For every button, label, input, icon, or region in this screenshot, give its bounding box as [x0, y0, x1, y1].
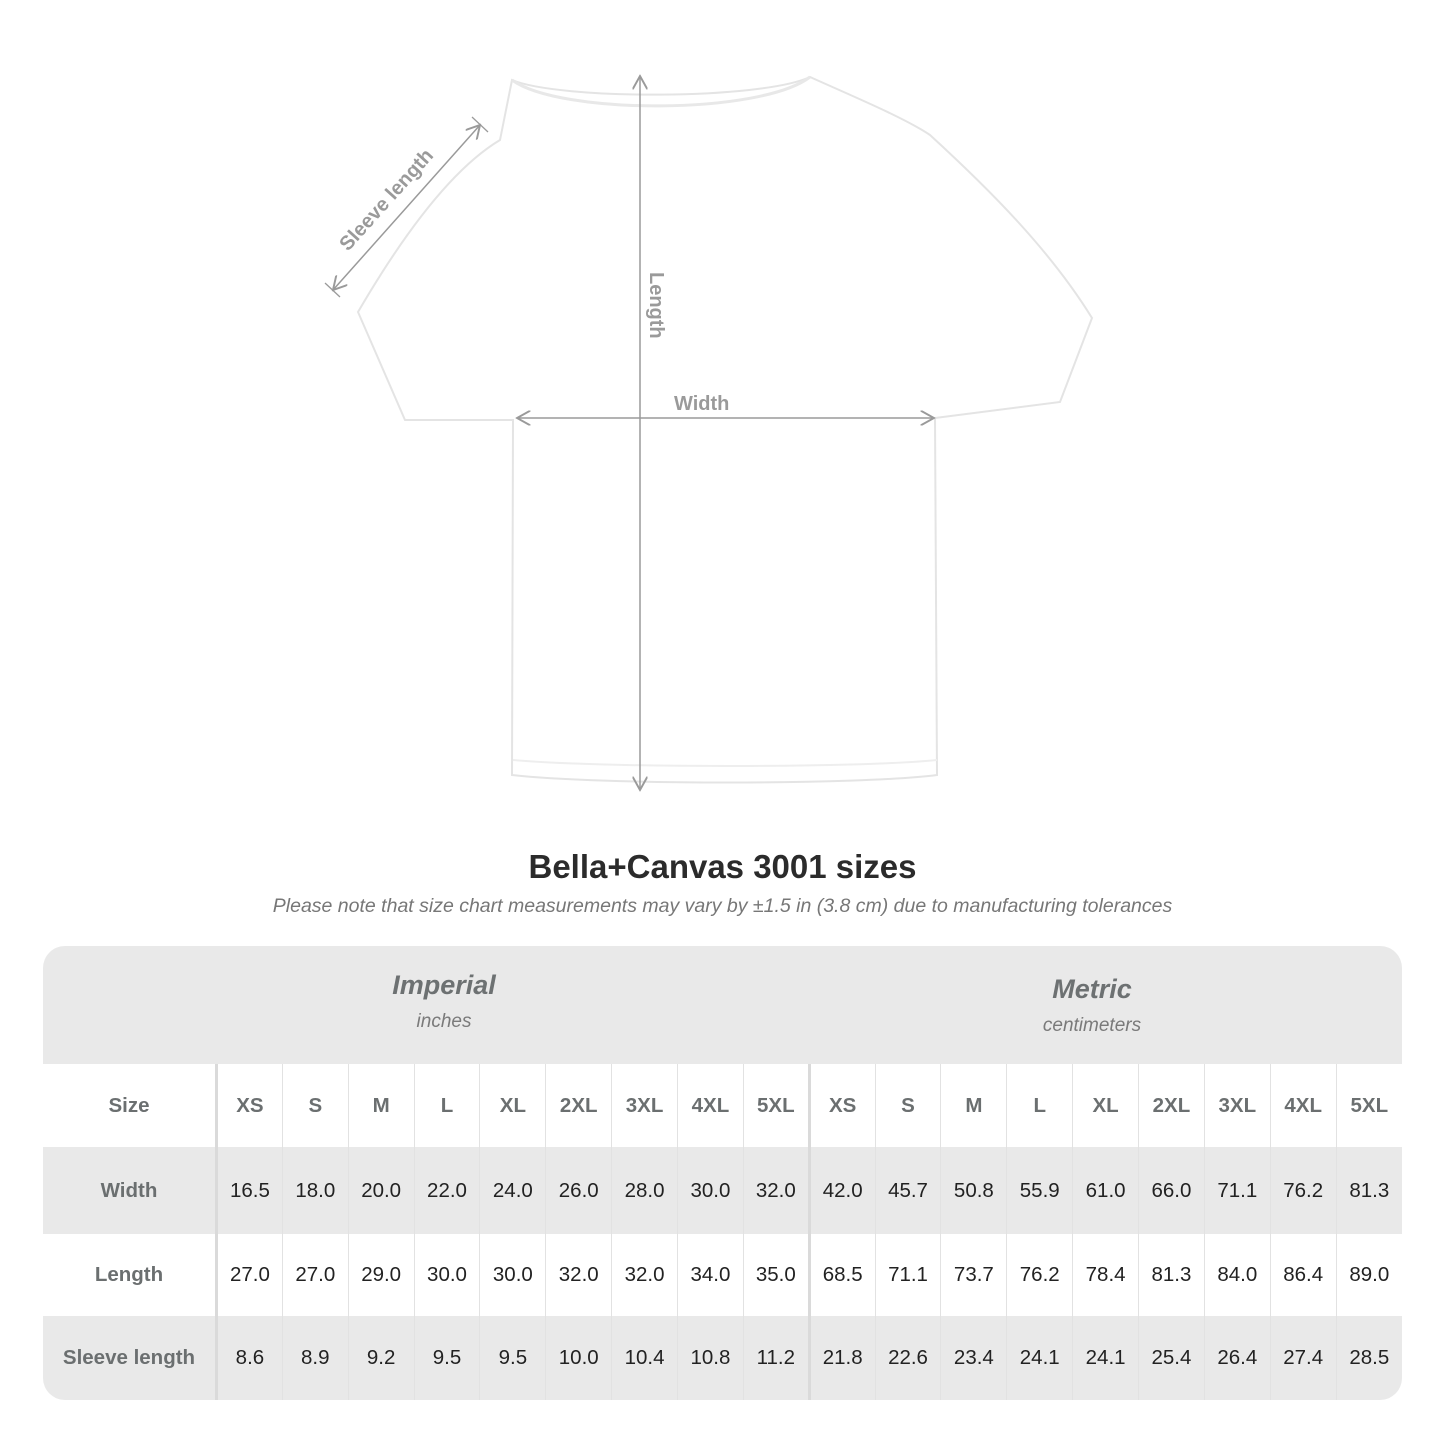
metric-value: 42.0: [807, 1147, 876, 1234]
metric-value: 27.4: [1269, 1316, 1337, 1400]
imperial-value: 27.0: [281, 1234, 349, 1316]
imperial-value: 8.6: [216, 1316, 283, 1400]
imperial-value: 35.0: [742, 1234, 810, 1316]
metric-value: 23.4: [940, 1316, 1007, 1400]
chart-title: Bella+Canvas 3001 sizes: [528, 848, 917, 885]
tolerance-note: Please note that size chart measurements…: [272, 895, 1173, 917]
metric-sub: centimeters: [1042, 1015, 1142, 1036]
metric-value: 89.0: [1335, 1234, 1402, 1316]
imperial-size-M: M: [347, 1064, 415, 1147]
imperial-value: 20.0: [347, 1147, 415, 1234]
metric-value: 28.5: [1335, 1316, 1402, 1400]
metric-size-5XL: 5XL: [1335, 1064, 1402, 1147]
imperial-size-4XL: 4XL: [677, 1064, 744, 1147]
metric-size-XS: XS: [807, 1064, 876, 1147]
metric-value: 25.4: [1138, 1316, 1205, 1400]
metric-value: 81.3: [1138, 1234, 1205, 1316]
imperial-value: 16.5: [216, 1147, 283, 1234]
length-label: Length: [645, 272, 667, 339]
metric-value: 78.4: [1072, 1234, 1139, 1316]
metric-value: 76.2: [1006, 1234, 1073, 1316]
metric-size-XL: XL: [1072, 1064, 1139, 1147]
imperial-size-3XL: 3XL: [611, 1064, 678, 1147]
size-table: Size XS S M L XL 2XL 3XL 4XL 5XL XS S M L XL 2XL 3XL 4XL 5…: [43, 1064, 1402, 1400]
metric-value: 66.0: [1138, 1147, 1205, 1234]
imperial-size-S: S: [281, 1064, 349, 1147]
imperial-value: 32.0: [611, 1234, 678, 1316]
imperial-value: 11.2: [742, 1316, 810, 1400]
imperial-value: 30.0: [479, 1234, 546, 1316]
metric-size-3XL: 3XL: [1203, 1064, 1271, 1147]
imperial-value: 22.0: [413, 1147, 480, 1234]
imperial-header: Imperial inches: [217, 970, 671, 1033]
size-label: Size: [43, 1064, 218, 1147]
row-label: Sleeve length: [43, 1316, 218, 1400]
metric-value: 86.4: [1269, 1234, 1337, 1316]
metric-value: 26.4: [1203, 1316, 1271, 1400]
collar: [511, 75, 811, 108]
tshirt-diagram: Sleeve length Length Width: [324, 0, 1094, 830]
metric-value: 84.0: [1203, 1234, 1271, 1316]
imperial-value: 27.0: [216, 1234, 283, 1316]
imperial-value: 8.9: [281, 1316, 349, 1400]
imperial-value: 10.0: [545, 1316, 612, 1400]
metric-value: 71.1: [874, 1234, 941, 1316]
size-chart: Imperial inches Metric centimeters Size X…: [43, 946, 1402, 1400]
imperial-value: 30.0: [413, 1234, 480, 1316]
row-label: Length: [43, 1234, 218, 1316]
metric-size-2XL: 2XL: [1138, 1064, 1205, 1147]
imperial-value: 9.2: [347, 1316, 415, 1400]
metric-value: 45.7: [874, 1147, 941, 1234]
imperial-size-L: L: [413, 1064, 480, 1147]
metric-value: 21.8: [807, 1316, 876, 1400]
imperial-size-2XL: 2XL: [545, 1064, 612, 1147]
imperial-value: 10.4: [611, 1316, 678, 1400]
imperial-value: 9.5: [479, 1316, 546, 1400]
sleeve-length-arrow: [333, 125, 480, 290]
metric-size-S: S: [874, 1064, 941, 1147]
metric-value: 76.2: [1269, 1147, 1337, 1234]
imperial-value: 34.0: [677, 1234, 744, 1316]
metric-value: 55.9: [1006, 1147, 1073, 1234]
imperial-value: 29.0: [347, 1234, 415, 1316]
metric-value: 81.3: [1335, 1147, 1402, 1234]
imperial-value: 28.0: [611, 1147, 678, 1234]
metric-size-M: M: [940, 1064, 1007, 1147]
imperial-size-XS: XS: [216, 1064, 283, 1147]
imperial-value: 24.0: [479, 1147, 546, 1234]
metric-value: 61.0: [1072, 1147, 1139, 1234]
metric-value: 24.1: [1072, 1316, 1139, 1400]
metric-heading: Metric: [1052, 974, 1132, 1004]
metric-value: 73.7: [940, 1234, 1007, 1316]
metric-size-L: L: [1006, 1064, 1073, 1147]
table-row: Width 16.5 18.0 20.0 22.0 24.0 26.0 28.0 30.0 32.…: [43, 1147, 1402, 1234]
row-label: Width: [43, 1147, 218, 1234]
imperial-value: 32.0: [742, 1147, 810, 1234]
imperial-size-XL: XL: [479, 1064, 546, 1147]
imperial-sub: inches: [416, 1011, 472, 1032]
metric-header: Metric centimeters: [865, 974, 1319, 1037]
width-label: Width: [674, 393, 729, 415]
imperial-value: 30.0: [677, 1147, 744, 1234]
metric-size-4XL: 4XL: [1269, 1064, 1337, 1147]
imperial-value: 18.0: [281, 1147, 349, 1234]
imperial-value: 32.0: [545, 1234, 612, 1316]
imperial-size-5XL: 5XL: [742, 1064, 810, 1147]
metric-value: 50.8: [940, 1147, 1007, 1234]
imperial-heading: Imperial: [392, 970, 496, 1000]
size-header-row: Size XS S M L XL 2XL 3XL 4XL 5XL XS S M L XL 2XL 3XL 4XL 5…: [43, 1064, 1402, 1147]
tshirt-shape: [356, 75, 1094, 784]
table-row: Sleeve length 8.6 8.9 9.2 9.5 9.5 10.0 10.4 10.8…: [43, 1316, 1402, 1400]
metric-value: 24.1: [1006, 1316, 1073, 1400]
imperial-value: 10.8: [677, 1316, 744, 1400]
imperial-value: 26.0: [545, 1147, 612, 1234]
imperial-value: 9.5: [413, 1316, 480, 1400]
metric-value: 68.5: [807, 1234, 876, 1316]
table-row: Length 27.0 27.0 29.0 30.0 30.0 32.0 32.0 34.0 35…: [43, 1234, 1402, 1316]
metric-value: 71.1: [1203, 1147, 1271, 1234]
metric-value: 22.6: [874, 1316, 941, 1400]
units-header: [43, 946, 1402, 1064]
